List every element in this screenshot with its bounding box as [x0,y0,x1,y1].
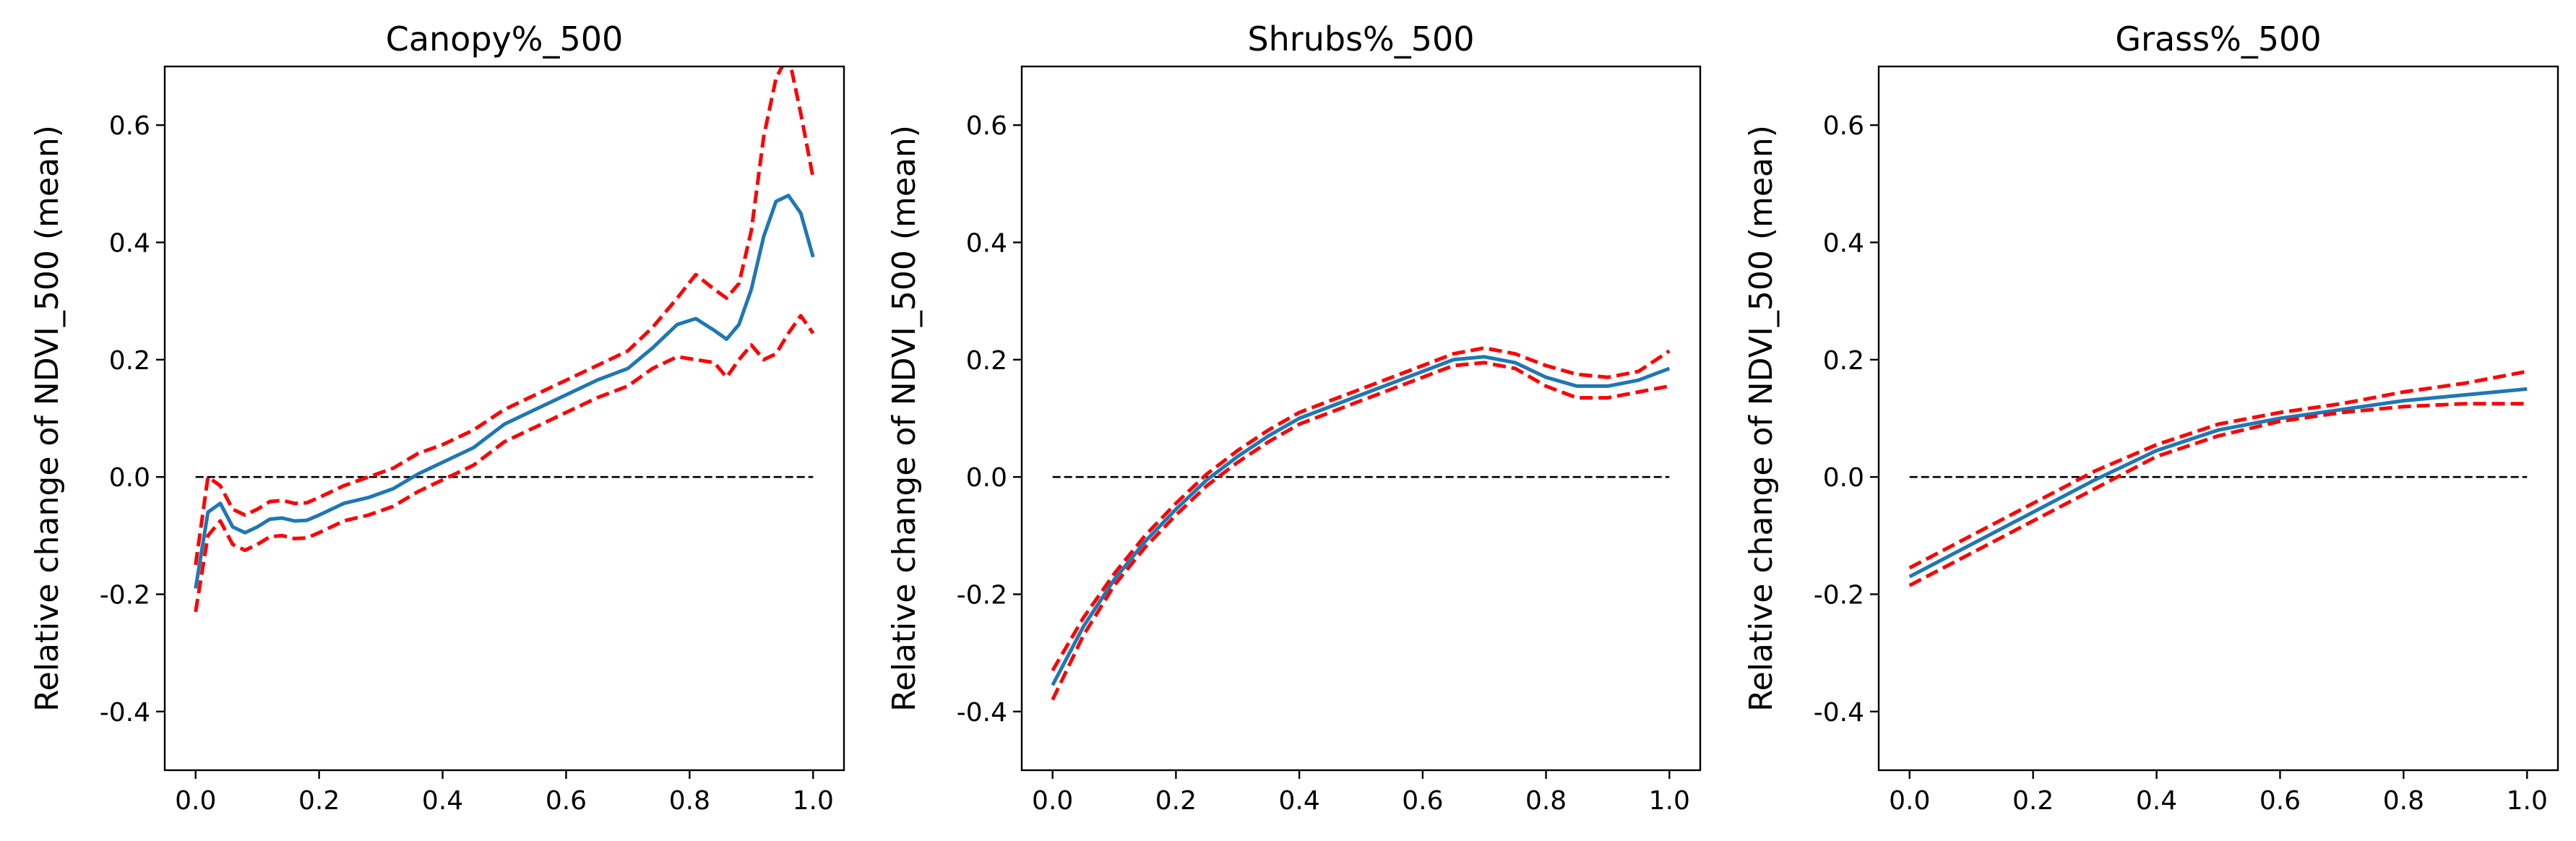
x-tick-label: 0.0 [1032,786,1073,816]
series-line-ci-lower [1908,402,2528,587]
plot-area [194,66,815,613]
subplot-title: Canopy%_500 [386,20,624,59]
y-axis-label: Relative change of NDVI_500 (mean) [886,125,923,712]
plot-area [1051,346,1671,701]
y-tick-label: -0.2 [957,581,1007,611]
x-tick-label: 0.0 [175,786,216,816]
y-tick-label: 0.6 [1823,111,1864,141]
y-tick-label: -0.2 [100,581,150,611]
series-line-ci-upper [194,66,815,566]
x-tick-label: 0.8 [669,786,710,816]
x-tick-label: 0.4 [2136,786,2177,816]
y-tick-label: -0.4 [100,698,150,728]
x-tick-label: 0.0 [1889,786,1930,816]
x-tick-label: 0.6 [2260,786,2301,816]
y-tick-label: 0.6 [109,111,150,141]
subplot-title: Shrubs%_500 [1247,20,1474,59]
y-tick-label: 0.2 [109,346,150,376]
axes-frame [1020,65,1702,772]
y-tick-label: 0.6 [966,111,1007,141]
y-tick-label: 0.0 [1823,463,1864,493]
y-tick-label: -0.4 [957,698,1007,728]
y-tick-label: -0.4 [1814,698,1864,728]
x-tick-label: 0.4 [1279,786,1320,816]
series-line-mean [194,194,815,589]
series-line-mean [1051,355,1671,686]
axes-frame [1877,65,2559,772]
y-tick-label: 0.4 [966,229,1007,259]
series-line-ci-upper [1051,346,1671,672]
x-tick-label: 0.6 [1402,786,1443,816]
x-tick-label: 0.6 [546,786,587,816]
y-tick-label: -0.2 [1814,581,1864,611]
y-tick-label: 0.2 [966,346,1007,376]
x-tick-label: 0.2 [1155,786,1197,816]
subplot-title: Grass%_500 [2115,20,2321,59]
x-tick-label: 1.0 [2507,786,2548,816]
series-line-ci-lower [194,314,815,613]
series-line-ci-upper [1908,369,2528,570]
series-line-ci-lower [1051,361,1670,701]
y-axis-label: Relative change of NDVI_500 (mean) [1743,125,1780,712]
y-tick-label: 0.4 [1823,229,1864,259]
y-tick-label: 0.0 [109,463,150,493]
x-tick-label: 0.2 [298,786,340,816]
x-tick-label: 0.8 [1525,786,1567,816]
y-tick-label: 0.4 [109,229,150,259]
y-tick-label: 0.0 [966,463,1007,493]
y-tick-label: 0.2 [1823,346,1864,376]
subplot-3: 0.0 0.2 0.4 0.6 0.8 1.0 -0.4 -0.2 0.0 0.2 0.4 0.6 Gr… [1743,20,2559,816]
x-tick-label: 1.0 [793,786,834,816]
y-axis-label: Relative change of NDVI_500 (mean) [29,125,66,712]
series-line-mean [1908,387,2528,579]
x-tick-label: 0.4 [422,786,463,816]
x-tick-label: 1.0 [1649,786,1690,816]
subplot-1: 0.0 0.2 0.4 0.6 0.8 1.0 -0.4 -0.2 0.0 0.2 0.4 0.6 Ca… [29,20,845,816]
plot-area [1908,369,2528,587]
subplot-2: 0.0 0.2 0.4 0.6 0.8 1.0 -0.4 -0.2 0.0 0.2 0.4 0.6 Sh… [886,20,1702,816]
axes-frame [163,65,845,772]
x-tick-label: 0.8 [2383,786,2424,816]
x-tick-label: 0.2 [2012,786,2054,816]
